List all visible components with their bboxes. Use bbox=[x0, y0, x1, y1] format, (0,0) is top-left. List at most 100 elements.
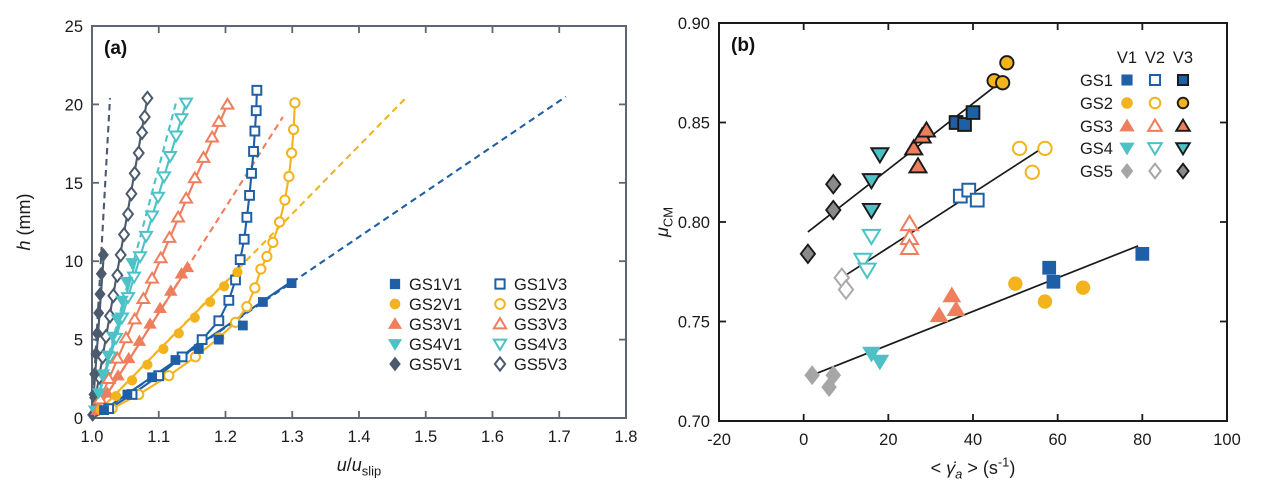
marker-GS5V3 bbox=[103, 308, 117, 325]
marker-GS3V1 bbox=[180, 260, 195, 273]
marker-GS2V3 bbox=[261, 250, 273, 263]
marker-GS1V3 bbox=[213, 315, 225, 327]
marker-GS2V3 bbox=[267, 236, 279, 248]
marker-GS2V1 bbox=[110, 390, 122, 402]
legend-marker-GS2-V1 bbox=[1121, 97, 1133, 109]
legend-marker-GS3V3 bbox=[492, 316, 508, 330]
series-GS5-V1 bbox=[804, 365, 842, 398]
marker-GS5V3 bbox=[138, 109, 151, 125]
marker-GS2V3 bbox=[285, 147, 298, 159]
legend-marker-GS1-V3 bbox=[1176, 73, 1190, 87]
marker-GS2-V1 bbox=[1037, 294, 1053, 309]
x-tick-label: 1.3 bbox=[281, 428, 304, 446]
marker-GS4V1 bbox=[125, 258, 139, 270]
legend-b: V1 V2 V3 GS1 GS2 GS3 GS4 GS5 bbox=[1080, 49, 1193, 181]
marker-GS5V1 bbox=[95, 266, 107, 281]
y-tick-label: 0 bbox=[74, 410, 83, 428]
marker-GS5-V1 bbox=[804, 365, 820, 386]
marker-GS1-V1 bbox=[1135, 246, 1150, 261]
legend-marker-GS3-V2 bbox=[1146, 117, 1164, 132]
legend-marker-GS4-V3 bbox=[1174, 142, 1192, 157]
legend-marker-GS1V3 bbox=[494, 278, 506, 290]
marker-GS2V3 bbox=[279, 194, 291, 206]
marker-GS2V3 bbox=[163, 370, 175, 382]
marker-GS2V3 bbox=[289, 97, 301, 109]
marker-GS5-V2 bbox=[837, 278, 855, 301]
marker-GS3-V3 bbox=[916, 120, 937, 138]
legend-marker-GS3-V3 bbox=[1174, 117, 1192, 132]
legend-label-GS3V3: GS3V3 bbox=[514, 316, 567, 334]
marker-GS2V1 bbox=[189, 312, 200, 323]
marker-GS3V3 bbox=[118, 330, 134, 344]
legend-marker-GS2V1 bbox=[389, 298, 401, 310]
series-GS2-V3 bbox=[986, 55, 1015, 91]
marker-GS4-V3 bbox=[861, 203, 882, 221]
axis-ticks-b: -20 0 20 40 60 80 100 0.70 0.75 0.80 0.85 0.90 bbox=[678, 15, 1241, 449]
marker-GS2-V1 bbox=[1075, 280, 1091, 295]
marker-GS1V3 bbox=[244, 189, 255, 201]
legend-label-GS1V3: GS1V3 bbox=[514, 276, 567, 294]
x-tick-label: -20 bbox=[707, 431, 731, 449]
marker-GS3V1 bbox=[143, 317, 157, 329]
marker-GS4V3 bbox=[162, 150, 178, 164]
y-tick-label: 5 bbox=[74, 332, 83, 350]
marker-GS1V3 bbox=[234, 254, 246, 266]
marker-GS5V1 bbox=[91, 326, 103, 341]
marker-GS1V1 bbox=[257, 297, 268, 307]
series-GS5-V3 bbox=[799, 173, 842, 265]
marker-GS4-V3 bbox=[861, 173, 882, 191]
marker-GS1V3 bbox=[250, 105, 262, 117]
legend-marker-GS3V1 bbox=[387, 317, 403, 329]
legend-marker-GS2V3 bbox=[494, 298, 506, 310]
series-GS3-V2 bbox=[899, 213, 920, 255]
legend-label-GS5: GS5 bbox=[1080, 163, 1113, 181]
marker-GS1-V3 bbox=[957, 117, 972, 132]
legend-marker-GS2-V3 bbox=[1176, 96, 1190, 110]
legend-marker-GS5-V1 bbox=[1120, 162, 1134, 180]
marker-GS4V1 bbox=[119, 276, 134, 289]
marker-GS5V1 bbox=[89, 366, 101, 382]
marker-GS3V1 bbox=[132, 334, 147, 346]
marker-GS2V3 bbox=[255, 263, 267, 275]
y-tick-label: 15 bbox=[65, 175, 83, 193]
marker-GS4V3 bbox=[138, 230, 154, 244]
legend-marker-GS4-V2 bbox=[1146, 142, 1164, 157]
marker-GS5V1 bbox=[93, 305, 105, 321]
legend-label-GS4V1: GS4V1 bbox=[409, 336, 462, 354]
panel-b-chart: -20 0 20 40 60 80 100 0.70 0.75 0.80 0.85 0.90 < γ̇a… bbox=[652, 15, 1241, 482]
marker-GS1V1 bbox=[237, 320, 248, 331]
marker-GS3V3 bbox=[219, 96, 236, 110]
y-tick-label: 0.80 bbox=[678, 214, 710, 232]
marker-GS5-V3 bbox=[824, 173, 842, 195]
legend-marker-GS1-V2 bbox=[1148, 73, 1162, 87]
marker-GS4V3 bbox=[168, 130, 184, 144]
marker-GS3V3 bbox=[92, 391, 108, 405]
marker-GS2V1 bbox=[205, 296, 216, 308]
marker-GS4V3 bbox=[144, 210, 160, 224]
x-tick-label: 1.2 bbox=[214, 428, 237, 446]
marker-GS1-V2 bbox=[969, 192, 985, 208]
legend-header-V1: V1 bbox=[1117, 49, 1137, 67]
legend-label-GS5V3: GS5V3 bbox=[514, 356, 567, 374]
marker-GS1V3 bbox=[248, 146, 259, 157]
marker-GS3V1 bbox=[100, 386, 115, 398]
x-tick-label: 1.1 bbox=[147, 428, 170, 446]
marker-GS5V3 bbox=[128, 165, 141, 182]
panel-a-chart: 1.0 1.1 1.2 1.3 1.4 1.5 1.6 1.7 1.8 0 5 10 15 20 25 u/u… bbox=[14, 18, 637, 479]
y-tick-label: 0.85 bbox=[678, 115, 710, 133]
legend-marker-GS5V1 bbox=[389, 356, 401, 372]
marker-GS3V3 bbox=[187, 170, 203, 184]
legend-marker-GS5-V2 bbox=[1148, 162, 1162, 180]
x-tick-label: 1.0 bbox=[81, 428, 104, 446]
marker-GS4-V2 bbox=[861, 228, 882, 246]
marker-GS2V3 bbox=[241, 301, 253, 313]
marker-GS2V1 bbox=[232, 267, 243, 278]
y-axis-label-b: μCM bbox=[652, 207, 676, 238]
series-GS3V3 bbox=[92, 96, 236, 405]
series-GS4-V2 bbox=[852, 228, 882, 280]
series-GS2-V1 bbox=[1008, 276, 1091, 309]
marker-GS3V3 bbox=[127, 311, 143, 325]
series-GS5-V2 bbox=[833, 266, 855, 301]
marker-GS1V3 bbox=[241, 211, 253, 223]
marker-GS3V3 bbox=[170, 209, 186, 223]
